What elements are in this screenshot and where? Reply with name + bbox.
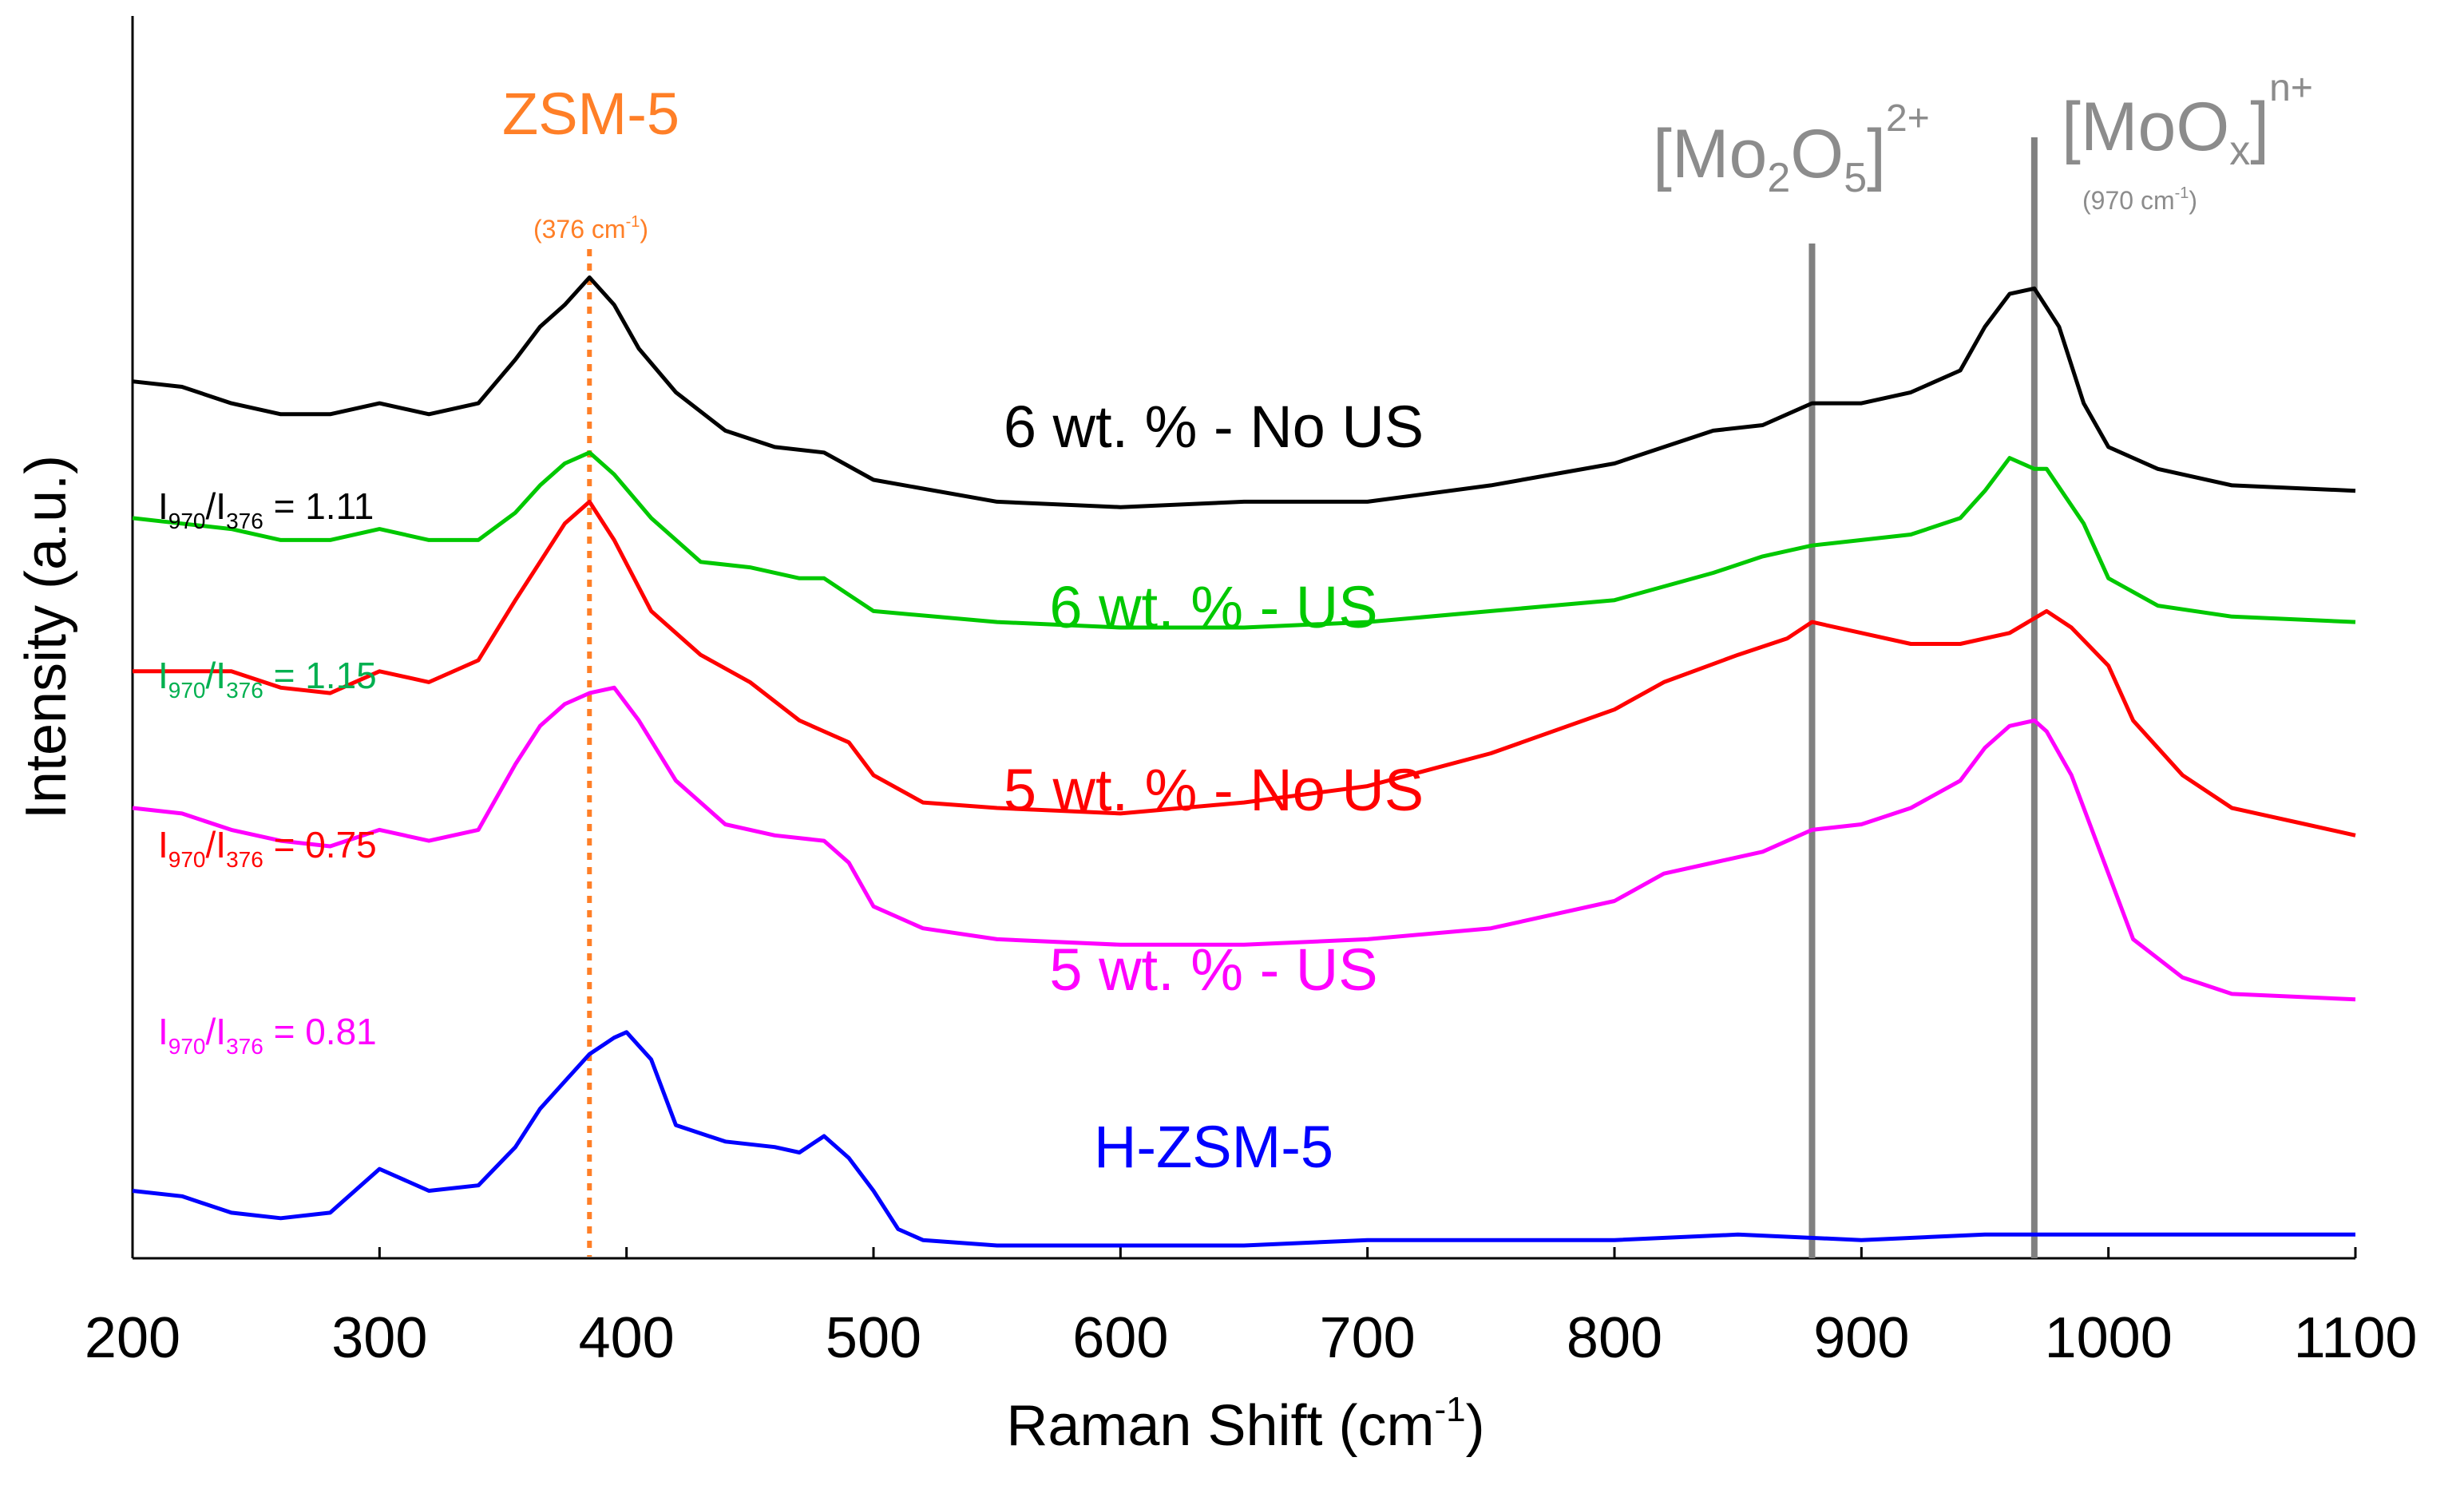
y-axis-label: Intensity (a.u.) (14, 455, 78, 819)
x-axis-label-sup: -1 (1435, 1390, 1466, 1429)
series-label-6wt-us: 6 wt. % - US (1049, 574, 1377, 640)
series-line-1 (132, 275, 2356, 509)
x-tick-label: 800 (1567, 1306, 1662, 1370)
ratio-6wt-no-us: I970/I376 = 1.11 (158, 485, 374, 533)
moox-position-label: (970 cm-1) (2082, 184, 2197, 215)
series-lines (132, 275, 2356, 1248)
x-tick-label: 700 (1320, 1306, 1416, 1370)
x-tick-label: 1000 (2045, 1306, 2173, 1370)
series-line-2 (132, 450, 2356, 630)
series-line-5 (132, 1030, 2355, 1248)
x-tick-label: 300 (331, 1306, 427, 1370)
x-tick-label: 200 (85, 1306, 180, 1370)
zsm5-annotation-label: ZSM-5 (502, 81, 679, 147)
ratio-5wt-us: I970/I376 = 0.81 (158, 1011, 377, 1059)
series-label-5wt-us: 5 wt. % - US (1049, 937, 1377, 1003)
x-tick-label: 1100 (2294, 1306, 2418, 1370)
series-line-3 (133, 499, 2356, 838)
x-tick-marks (131, 1247, 2357, 1258)
series-label-5wt-no-us: 5 wt. % - No US (1004, 757, 1424, 823)
zsm5-position-label: (376 cm-1) (533, 213, 648, 244)
x-tick-label: 500 (826, 1306, 921, 1370)
x-tick-label: 600 (1072, 1306, 1168, 1370)
x-tick-label: 900 (1813, 1306, 1909, 1370)
series-line-4 (132, 685, 2356, 1002)
x-axis-label: Raman Shift (cm-1) (1006, 1390, 1484, 1458)
x-tick-label: 400 (579, 1306, 675, 1370)
series-label-h-zsm5: H-ZSM-5 (1094, 1114, 1333, 1180)
ratio-5wt-no-us: I970/I376 = 0.75 (158, 824, 377, 872)
x-tick-labels: 200 300 400 500 600 700 800 900 1000 1100 (85, 1306, 2417, 1370)
ratio-6wt-us: I970/I376 = 1.15 (158, 655, 377, 703)
mo2o5-annotation-label: [Mo2O5]2+ (1653, 97, 1930, 201)
moox-annotation-label: [MoOx]n+ (2062, 67, 2313, 174)
series-label-6wt-no-us: 6 wt. % - No US (1004, 394, 1424, 460)
